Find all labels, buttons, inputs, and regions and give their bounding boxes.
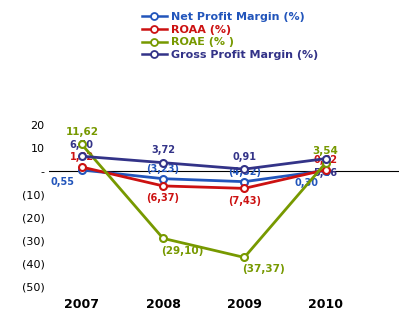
Text: 6,50: 6,50 [70,140,94,150]
Text: 11,62: 11,62 [65,127,98,137]
Text: (4,52): (4,52) [228,167,261,177]
Text: 1,82: 1,82 [70,152,94,162]
Text: (37,37): (37,37) [242,263,285,273]
Legend: Net Profit Margin (%), ROAA (%), ROAE (% ), Gross Profit Margin (%): Net Profit Margin (%), ROAA (%), ROAE (%… [142,12,318,60]
Text: 0,62: 0,62 [314,155,337,165]
Text: 5,46: 5,46 [314,167,337,178]
Text: (3,23): (3,23) [147,164,180,174]
Text: 3,54: 3,54 [313,145,339,156]
Text: 0,30: 0,30 [294,178,318,188]
Text: 3,72: 3,72 [151,145,175,155]
Text: 0,55: 0,55 [51,177,74,188]
Text: (7,43): (7,43) [228,196,261,206]
Text: (29,10): (29,10) [162,246,204,256]
Text: 0,91: 0,91 [232,152,256,162]
Text: (6,37): (6,37) [147,193,180,204]
